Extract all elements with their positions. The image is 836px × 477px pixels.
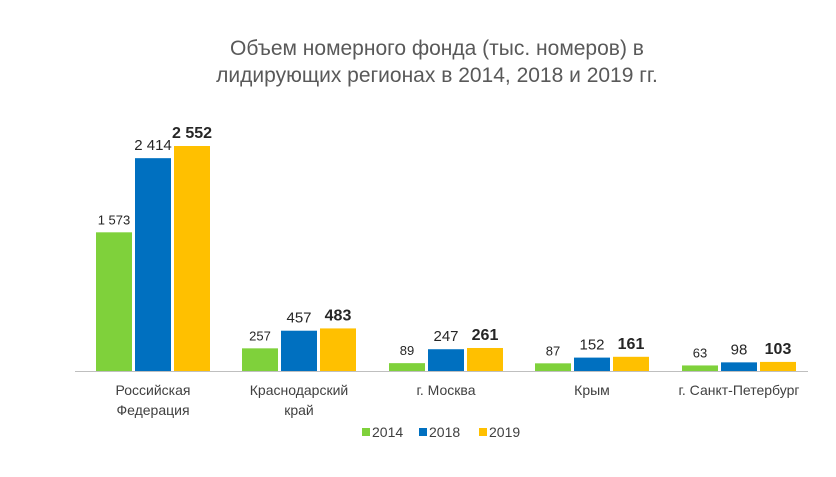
value-label-2019-1: 483 xyxy=(325,307,352,324)
value-labels: 1 573 257 89 87 63 2 414 457 247 152 98 2 552 483 26… xyxy=(98,125,792,360)
bar-2014-4 xyxy=(682,365,718,371)
chart-title: Объем номерного фонда (тыс. номеров) в ли… xyxy=(216,37,658,87)
value-label-2018-0: 2 414 xyxy=(134,137,172,154)
value-label-2019-3: 161 xyxy=(618,336,645,353)
bar-2019-0 xyxy=(174,146,210,371)
category-label-0-0: Российская xyxy=(116,382,191,398)
bars xyxy=(96,146,796,371)
bar-2018-3 xyxy=(574,357,610,371)
category-label-4-0: г. Санкт-Петербург xyxy=(679,382,800,398)
legend-swatch-2019 xyxy=(479,428,487,436)
value-label-2014-2: 89 xyxy=(400,343,414,358)
value-label-2018-1: 457 xyxy=(286,310,311,327)
value-label-2014-1: 257 xyxy=(249,328,271,343)
value-label-2019-2: 261 xyxy=(472,327,499,344)
value-label-2018-4: 98 xyxy=(731,341,748,358)
value-label-2014-3: 87 xyxy=(546,343,560,358)
legend-label-2014: 2014 xyxy=(372,424,403,440)
bar-2019-1 xyxy=(320,328,356,371)
legend-label-2018: 2018 xyxy=(429,424,460,440)
category-label-2-0: г. Москва xyxy=(417,382,476,398)
legend-swatch-2014 xyxy=(362,428,370,436)
value-label-2014-0: 1 573 xyxy=(98,212,131,227)
value-label-2018-3: 152 xyxy=(579,337,604,354)
bar-2014-3 xyxy=(535,363,571,371)
category-label-1-0: Краснодарский xyxy=(250,382,348,398)
value-label-2018-2: 247 xyxy=(433,328,458,345)
bar-2019-4 xyxy=(760,361,796,371)
category-label-0-1: Федерация xyxy=(116,402,189,418)
value-label-2019-0: 2 552 xyxy=(172,125,212,142)
value-label-2019-4: 103 xyxy=(765,341,792,358)
bar-2018-0 xyxy=(135,158,171,371)
bar-2018-1 xyxy=(281,330,317,371)
bar-2014-2 xyxy=(389,363,425,371)
bar-2018-4 xyxy=(721,362,757,371)
chart-title-line-1: Объем номерного фонда (тыс. номеров) в xyxy=(230,37,644,60)
bar-2018-2 xyxy=(428,349,464,371)
legend: 2014 2018 2019 xyxy=(362,424,520,440)
legend-label-2019: 2019 xyxy=(489,424,520,440)
value-label-2014-4: 63 xyxy=(693,345,707,360)
category-label-1-1: край xyxy=(284,402,314,418)
bar-2019-2 xyxy=(467,347,503,371)
bar-2014-0 xyxy=(96,232,132,371)
category-label-3-0: Крым xyxy=(574,382,610,398)
legend-swatch-2018 xyxy=(419,428,427,436)
bar-2019-3 xyxy=(613,356,649,371)
bar-2014-1 xyxy=(242,348,278,371)
category-labels: Российская Федерация Краснодарский край г. М… xyxy=(116,382,800,418)
chart-title-line-2: лидирующих регионах в 2014, 2018 и 2019 … xyxy=(216,64,658,87)
